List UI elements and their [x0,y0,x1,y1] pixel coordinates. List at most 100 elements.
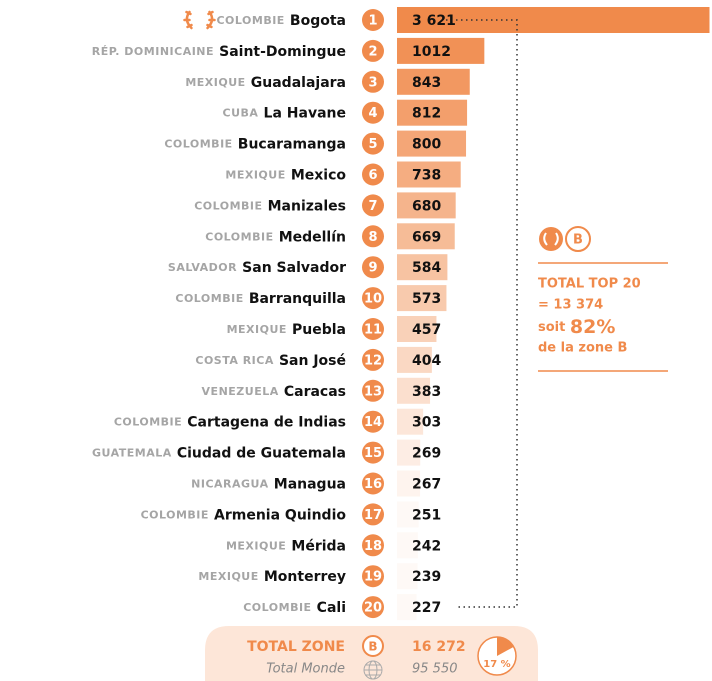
dotted-bracket [446,19,518,608]
country-label: COLOMBIE [175,292,243,305]
bar [397,68,470,95]
city-label: Guadalajara [251,75,346,91]
rank-label: 14 [364,415,382,430]
rank-badge [362,39,384,62]
country-label: COLOMBIE [141,508,209,521]
row-label: COSTA RICA San José [195,350,346,369]
bars [397,7,710,621]
rank-label: 10 [364,292,382,307]
country-label: COLOMBIE [243,601,311,614]
country-label: SALVADOR [168,261,237,274]
value-label: 303 [412,415,441,431]
annotation: B TOTAL TOP 20 = 13 374 soit 82% de la z… [538,226,668,372]
city-label: Barranquilla [249,291,346,307]
row-label: COLOMBIE Armenia Quindio [141,505,347,524]
country-label: MEXIQUE [198,570,258,583]
laurel-mark [543,232,559,246]
row-label: NICARAGUA Managua [191,474,346,493]
value-label: 383 [412,384,441,400]
value-label: 251 [412,507,441,523]
bar [397,130,467,157]
rank-badge [362,287,384,310]
rank-badge [362,565,384,588]
country-label: CUBA [223,107,259,120]
city-label: Managua [274,477,346,493]
bar [397,377,431,404]
bar [397,37,485,64]
value-label: 843 [412,75,441,91]
country-label: COSTA RICA [195,354,274,367]
rank-badge [362,534,384,557]
rank-label: 8 [368,230,377,245]
rank-label: 9 [368,261,377,276]
country-label: COLOMBIE [216,14,284,27]
bar [397,470,421,497]
annotation-suffix: de la zone B [538,341,627,356]
share-prefix: soit [538,320,565,335]
city-label: Saint-Domingue [219,44,346,60]
rank-label: 13 [364,384,382,399]
value-label: 584 [412,260,441,276]
city-label: Mérida [291,538,346,554]
zone-badge [362,635,384,657]
rank-label: 5 [368,137,377,152]
city-label: La Havane [264,106,346,122]
city-label: Monterrey [264,569,346,585]
rank-badge [362,410,384,433]
row-label: COLOMBIE Cali [243,598,346,617]
value-label: 738 [412,168,441,184]
bar [397,439,421,466]
rank-label: 20 [364,601,382,616]
annotation-share: soit 82% [538,316,615,338]
row-label: COLOMBIE Bucaramanga [164,134,346,153]
rank-label: 15 [364,446,382,461]
rank-badge [362,441,384,464]
rank-badge [362,70,384,93]
rank-label: 11 [364,323,382,338]
row-label: COLOMBIE Manizales [194,196,346,215]
world-total: 95 550 [412,662,458,677]
row-label: CUBA La Havane [223,103,346,122]
rank-badge [362,9,384,31]
city-label: Medellín [279,229,346,245]
value-label: 269 [412,446,441,462]
rank-label: 2 [368,44,377,59]
globe-icon [363,660,383,680]
city-label: Bucaramanga [238,137,346,153]
rank-label: 6 [368,168,377,183]
bar [397,254,448,281]
bar [397,192,456,219]
row-label: RÉP. DOMINICAINE Saint-Domingue [92,41,346,60]
world-label: Total Monde [266,662,345,677]
city-label: Armenia Quindio [214,507,346,523]
bar [397,99,468,126]
zone-badge-label: B [573,233,583,248]
country-label: MEXIQUE [185,76,245,89]
pie-label: 17 % [483,659,510,670]
rank-badge [362,348,384,371]
row-label: MEXIQUE Mérida [226,536,346,555]
country-label: MEXIQUE [225,169,285,182]
row-label: MEXIQUE Guadalajara [185,72,346,91]
bar [397,563,418,590]
value-label: 239 [412,569,441,585]
rank-badge [362,596,384,619]
row-label: COLOMBIE Medellín [205,227,346,246]
rank-badge [362,225,384,248]
country-label: COLOMBIE [164,138,232,151]
row-label: COLOMBIE Cartagena de Indias [114,412,346,431]
bar [397,501,419,528]
value-label: 800 [412,137,441,153]
value-label: 242 [412,538,441,554]
rank-label: 7 [368,199,377,214]
bar [397,346,432,373]
rank-badge [362,256,384,279]
value-label: 680 [412,198,441,214]
bar [397,285,447,312]
city-label: Puebla [292,322,346,338]
bar [397,408,424,435]
bar [397,7,710,33]
rank-label: 3 [368,75,377,90]
rank-label: 17 [364,508,382,523]
